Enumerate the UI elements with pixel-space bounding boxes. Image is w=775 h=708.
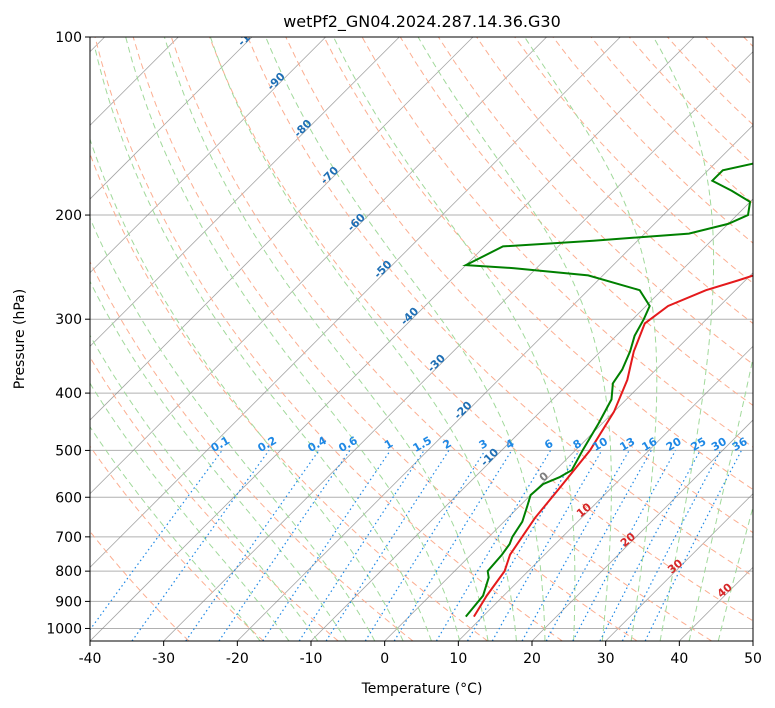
mixing-ratio-line: [131, 450, 270, 641]
moist-adiabat-line: [652, 37, 715, 641]
mixing-ratio-line: [644, 450, 743, 641]
isotherm-line: [237, 124, 753, 641]
moist-adiabat-line: [94, 49, 432, 641]
moist-adiabat-line: [125, 37, 461, 641]
moist-adiabat-line: [90, 426, 261, 641]
x-tick-label: -20: [226, 651, 249, 667]
y-tick-label: 800: [55, 564, 82, 580]
y-axis-label: Pressure (hPa): [12, 289, 28, 389]
isotherm-line: [90, 37, 400, 347]
moist-adiabat-line: [90, 280, 347, 641]
dry-adiabat-line: [476, 37, 753, 325]
x-tick-label: 40: [670, 651, 688, 667]
isotherm-line: [90, 37, 474, 421]
moist-adiabat-line: [90, 334, 319, 641]
pressure-gridlines: [90, 37, 753, 629]
y-tick-label: 600: [55, 490, 82, 506]
moist-adiabat-line: [265, 37, 546, 641]
mixing-ratio-line: [262, 450, 391, 641]
isotherm-line: [90, 37, 621, 568]
y-axis: 1000 900 800 700 600 500 400 300 200 100: [46, 30, 90, 637]
x-tick-label: 0: [380, 651, 389, 667]
y-tick-label: 500: [55, 443, 82, 459]
dry-adiabat-line: [90, 445, 264, 641]
isotherm-line: [384, 272, 753, 641]
y-tick-label: 900: [55, 594, 82, 610]
x-axis-label: Temperature (°C): [361, 681, 483, 697]
x-tick-label: 30: [597, 651, 615, 667]
moist-adiabat-line: [524, 37, 658, 641]
mixing-ratio-line: [298, 450, 425, 641]
moist-adiabat-line: [90, 137, 404, 641]
mixing-ratio-line: [466, 450, 580, 641]
mixing-ratio-line: [185, 450, 320, 641]
dry-adiabat-line: [209, 37, 753, 622]
dry-adiabat-line: [323, 37, 753, 491]
y-tick-label: 100: [55, 30, 82, 46]
y-tick-label: 200: [55, 208, 82, 224]
mixing-ratio-line: [218, 450, 351, 641]
y-tick-label: 300: [55, 312, 82, 328]
isotherm-line: [163, 51, 753, 641]
moist-adiabat-line: [417, 37, 612, 641]
mixing-ratio-lines: [90, 450, 743, 641]
isotherm-line: [90, 37, 547, 495]
isotherm-line: [605, 493, 753, 641]
mixing-ratio-line: [393, 450, 513, 641]
x-tick-label: -10: [300, 651, 323, 667]
dewpoint-profile: [462, 162, 753, 618]
mixing-ratio-line: [572, 450, 677, 641]
x-axis: -40 -30 -20 -10 0 10 20 30 40 50: [79, 641, 762, 667]
y-tick-label: 700: [55, 530, 82, 546]
x-tick-label: 50: [744, 651, 762, 667]
dry-adiabat-line: [170, 37, 712, 641]
y-tick-label: 400: [55, 386, 82, 402]
y-tick-label: 1000: [46, 621, 82, 637]
profile-series: [462, 162, 753, 618]
moist-adiabat-line: [90, 216, 376, 641]
dry-adiabat-line: [94, 37, 563, 641]
dry-adiabat-line: [247, 37, 753, 577]
plot-frame: [89, 36, 754, 642]
moist-adiabat-line: [333, 37, 576, 641]
x-tick-label: 20: [523, 651, 541, 667]
isotherm-line: [90, 37, 695, 641]
x-tick-label: 10: [449, 651, 467, 667]
chart-title: wetPf2_GN04.2024.287.14.36.G30: [283, 12, 561, 32]
isotherm-label: -100: [235, 20, 264, 49]
moist-adiabat-line: [717, 505, 753, 641]
dry-adiabat-line: [285, 37, 753, 534]
isotherm-line: [90, 37, 326, 274]
skewed-isotherms: [90, 37, 753, 641]
temperature-profile: [473, 274, 753, 618]
mixing-ratio-line: [325, 450, 450, 641]
moist-adiabat-line: [90, 382, 290, 641]
isotherm-line: [531, 419, 753, 641]
moist-adiabat-line: [209, 37, 517, 641]
dry-adiabat-line: [514, 37, 753, 284]
mixing-ratio-line: [435, 450, 552, 641]
x-tick-label: -40: [79, 651, 102, 667]
mixing-ratio-line: [364, 450, 486, 641]
isotherm-line: [458, 345, 753, 641]
x-tick-label: -30: [152, 651, 175, 667]
mixing-ratio-line: [545, 450, 652, 641]
isotherm-line: [90, 37, 253, 200]
moist-adiabat-line: [688, 355, 753, 641]
dry-adiabat-line: [90, 260, 414, 641]
moist-adiabats: [90, 37, 753, 641]
